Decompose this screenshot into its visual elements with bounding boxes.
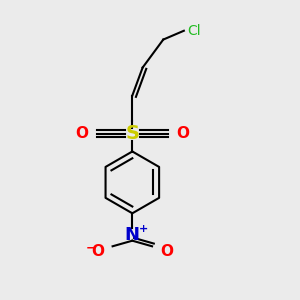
Text: O: O bbox=[75, 126, 88, 141]
Text: −: − bbox=[86, 242, 96, 254]
Text: O: O bbox=[160, 244, 173, 259]
Text: +: + bbox=[139, 224, 148, 234]
Text: O: O bbox=[176, 126, 190, 141]
Text: N: N bbox=[125, 226, 140, 244]
Text: Cl: Cl bbox=[187, 24, 200, 38]
Text: S: S bbox=[125, 124, 139, 143]
Text: O: O bbox=[92, 244, 104, 259]
